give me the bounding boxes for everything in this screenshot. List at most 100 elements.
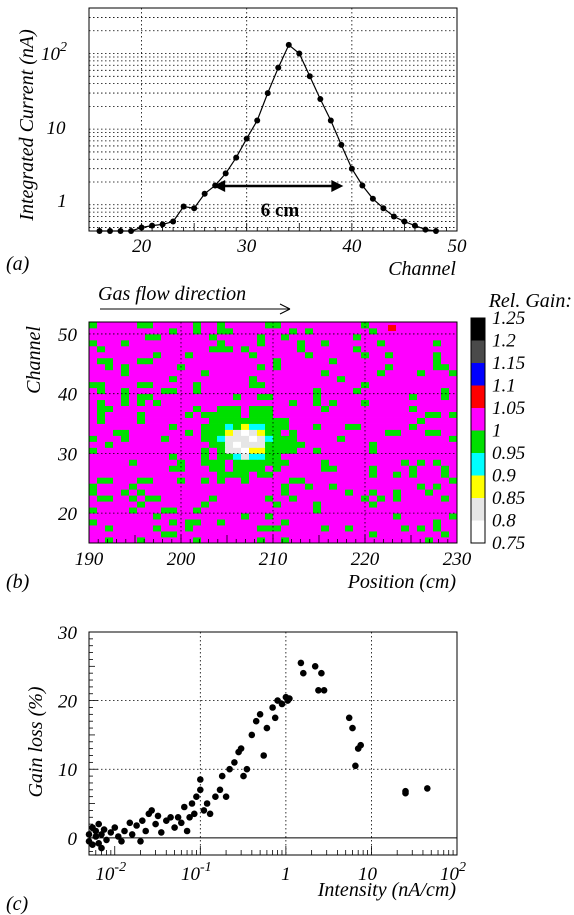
heatmap-cell <box>425 501 434 508</box>
heatmap-cell <box>145 339 154 347</box>
heatmap-cell <box>201 345 210 353</box>
heatmap-cell <box>161 495 170 502</box>
heatmap-cell <box>161 375 170 383</box>
heatmap-cell <box>385 381 394 389</box>
heatmap-cell <box>89 345 98 353</box>
heatmap-cell <box>249 519 258 526</box>
heatmap-cell <box>193 322 202 329</box>
heatmap-cell <box>201 477 210 484</box>
heatmap-cell <box>97 351 106 359</box>
heatmap-cell <box>185 531 194 538</box>
heatmap-cell <box>169 381 178 389</box>
heatmap-cell <box>417 393 426 401</box>
y-tick-label: 40 <box>58 385 78 406</box>
heatmap-cell <box>369 327 378 335</box>
heatmap-cell <box>449 351 458 359</box>
heatmap-cell <box>217 369 226 377</box>
heatmap-cell <box>265 363 274 371</box>
heatmap-cell <box>409 369 418 377</box>
heatmap-cell <box>129 423 138 430</box>
heatmap-cell <box>169 387 178 395</box>
heatmap-cell <box>249 322 258 329</box>
plot-b-grid <box>89 322 457 543</box>
heatmap-cell <box>249 405 258 412</box>
heatmap-cell <box>441 525 450 532</box>
heatmap-cell <box>377 537 386 544</box>
heatmap-cell <box>257 363 266 371</box>
heatmap-cell <box>241 381 250 389</box>
heatmap-cell <box>313 411 322 418</box>
heatmap-cell <box>249 453 258 460</box>
heatmap-cell <box>129 363 138 371</box>
heatmap-cell <box>337 357 346 365</box>
heatmap-cell <box>401 351 410 359</box>
heatmap-cell <box>289 465 298 472</box>
heatmap-cell <box>225 495 234 502</box>
heatmap-cell <box>281 477 290 484</box>
heatmap-cell <box>281 393 290 401</box>
heatmap-cell <box>329 435 338 442</box>
heatmap-cell <box>185 435 194 442</box>
heatmap-cell <box>297 339 306 347</box>
heatmap-cell <box>153 417 162 424</box>
heatmap-cell <box>345 441 354 448</box>
heatmap-cell <box>321 459 330 466</box>
heatmap-cell <box>449 345 458 353</box>
heatmap-cell <box>249 477 258 484</box>
heatmap-cell <box>265 417 274 424</box>
heatmap-cell <box>377 495 386 502</box>
data-point <box>121 827 128 835</box>
heatmap-cell <box>441 489 450 496</box>
heatmap-cell <box>97 357 106 365</box>
heatmap-cell <box>193 459 202 466</box>
heatmap-cell <box>329 405 338 412</box>
heatmap-cell <box>225 429 234 436</box>
heatmap-cell <box>449 429 458 436</box>
heatmap-cell <box>353 531 362 538</box>
legend-label: 1.1 <box>492 376 516 397</box>
heatmap-cell <box>281 429 290 436</box>
data-point <box>271 714 279 722</box>
legend-title: Rel. Gain: <box>488 290 572 312</box>
heatmap-cell <box>169 423 178 430</box>
heatmap-cell <box>113 507 122 514</box>
heatmap-cell <box>385 405 394 412</box>
heatmap-cell <box>257 453 266 460</box>
legend-frame <box>470 317 486 544</box>
data-point <box>92 827 100 835</box>
heatmap-cell <box>113 441 122 448</box>
heatmap-cell <box>233 399 242 407</box>
heatmap-cell <box>449 465 458 472</box>
heatmap-cell <box>249 531 258 538</box>
heatmap-cell <box>257 357 266 365</box>
heatmap-cell <box>377 411 386 418</box>
heatmap-cell <box>417 525 426 532</box>
heatmap-cell <box>273 489 282 496</box>
heatmap-cell <box>377 417 386 424</box>
heatmap-cell <box>225 381 234 389</box>
heatmap-cell <box>273 501 282 508</box>
heatmap-cell <box>321 339 330 347</box>
heatmap-cell <box>233 447 242 454</box>
heatmap-cell <box>313 435 322 442</box>
heatmap-cell <box>433 525 442 532</box>
heatmap-cell <box>217 387 226 395</box>
heatmap-cell <box>449 411 458 418</box>
heatmap-cell <box>193 465 202 472</box>
heatmap-cell <box>209 423 218 430</box>
heatmap-cell <box>289 531 298 538</box>
heatmap-cell <box>89 322 98 329</box>
heatmap-cell <box>449 405 458 412</box>
heatmap-cell <box>329 357 338 365</box>
annotation-arrow-head-left <box>213 180 226 192</box>
heatmap-cell <box>409 381 418 389</box>
heatmap-cell <box>441 477 450 484</box>
heatmap-cell <box>249 483 258 490</box>
heatmap-cell <box>441 411 450 418</box>
y-tick-label: 20 <box>58 504 78 525</box>
heatmap-cell <box>297 513 306 520</box>
heatmap-cell <box>209 483 218 490</box>
heatmap-cell <box>401 501 410 508</box>
heatmap-cell <box>369 375 378 383</box>
heatmap-cell <box>441 363 450 371</box>
